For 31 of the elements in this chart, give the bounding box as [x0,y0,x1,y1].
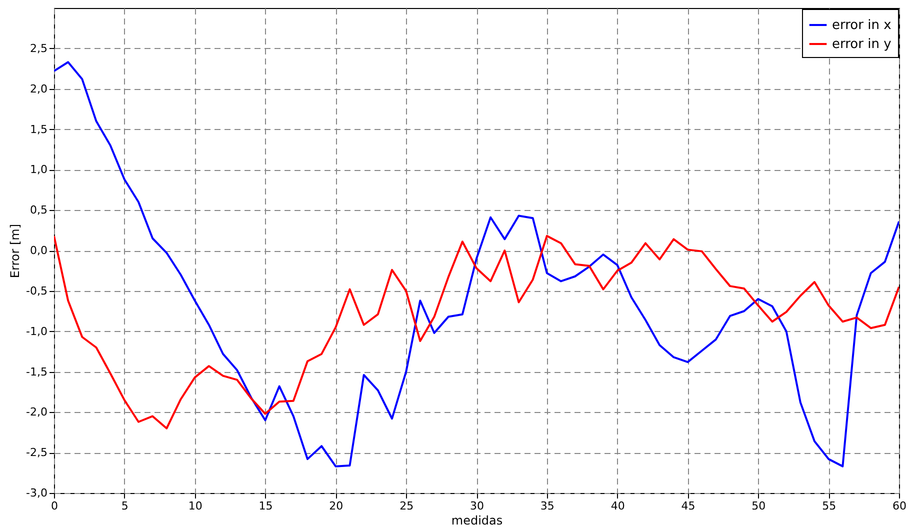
x-tick-label: 60 [892,500,906,512]
legend-label: error in y [832,37,892,52]
x-tick-label: 15 [258,500,273,512]
y-tick-label: 1,5 [30,122,48,136]
line-series [54,61,899,468]
y-tick-label: 2,0 [30,82,48,96]
y-tick-label: -1,5 [26,365,48,378]
x-tick-label: 0 [51,500,58,512]
x-tick-label: 10 [188,500,202,512]
y-tick-label: 1,0 [30,163,48,176]
x-tick-label: 50 [752,500,766,512]
y-tick-label: 2,5 [30,42,48,55]
x-tick-label: 25 [400,500,414,512]
x-tick-label: 5 [121,500,128,512]
y-tick-label: -3,0 [26,486,48,500]
y-tick-label: -1,0 [26,324,48,338]
x-tick-label: 55 [822,500,836,512]
y-tick-label: -2,5 [26,446,48,460]
x-tick-label: 20 [329,500,344,512]
y-tick-label: -0,5 [26,284,48,298]
x-tick-label: 40 [610,500,625,512]
x-tick-label: 35 [540,500,554,512]
line-series [54,234,899,430]
x-tick-label: 45 [681,500,696,512]
y-tick-label: -2,0 [26,406,48,419]
x-axis-title: medidas [451,514,503,528]
x-tick-label: 30 [470,500,484,512]
y-axis-title: Error [m] [8,224,22,278]
y-tick-label: 0,5 [30,204,48,217]
y-tick-label: 0,0 [30,244,48,257]
legend-label: error in x [832,18,892,33]
